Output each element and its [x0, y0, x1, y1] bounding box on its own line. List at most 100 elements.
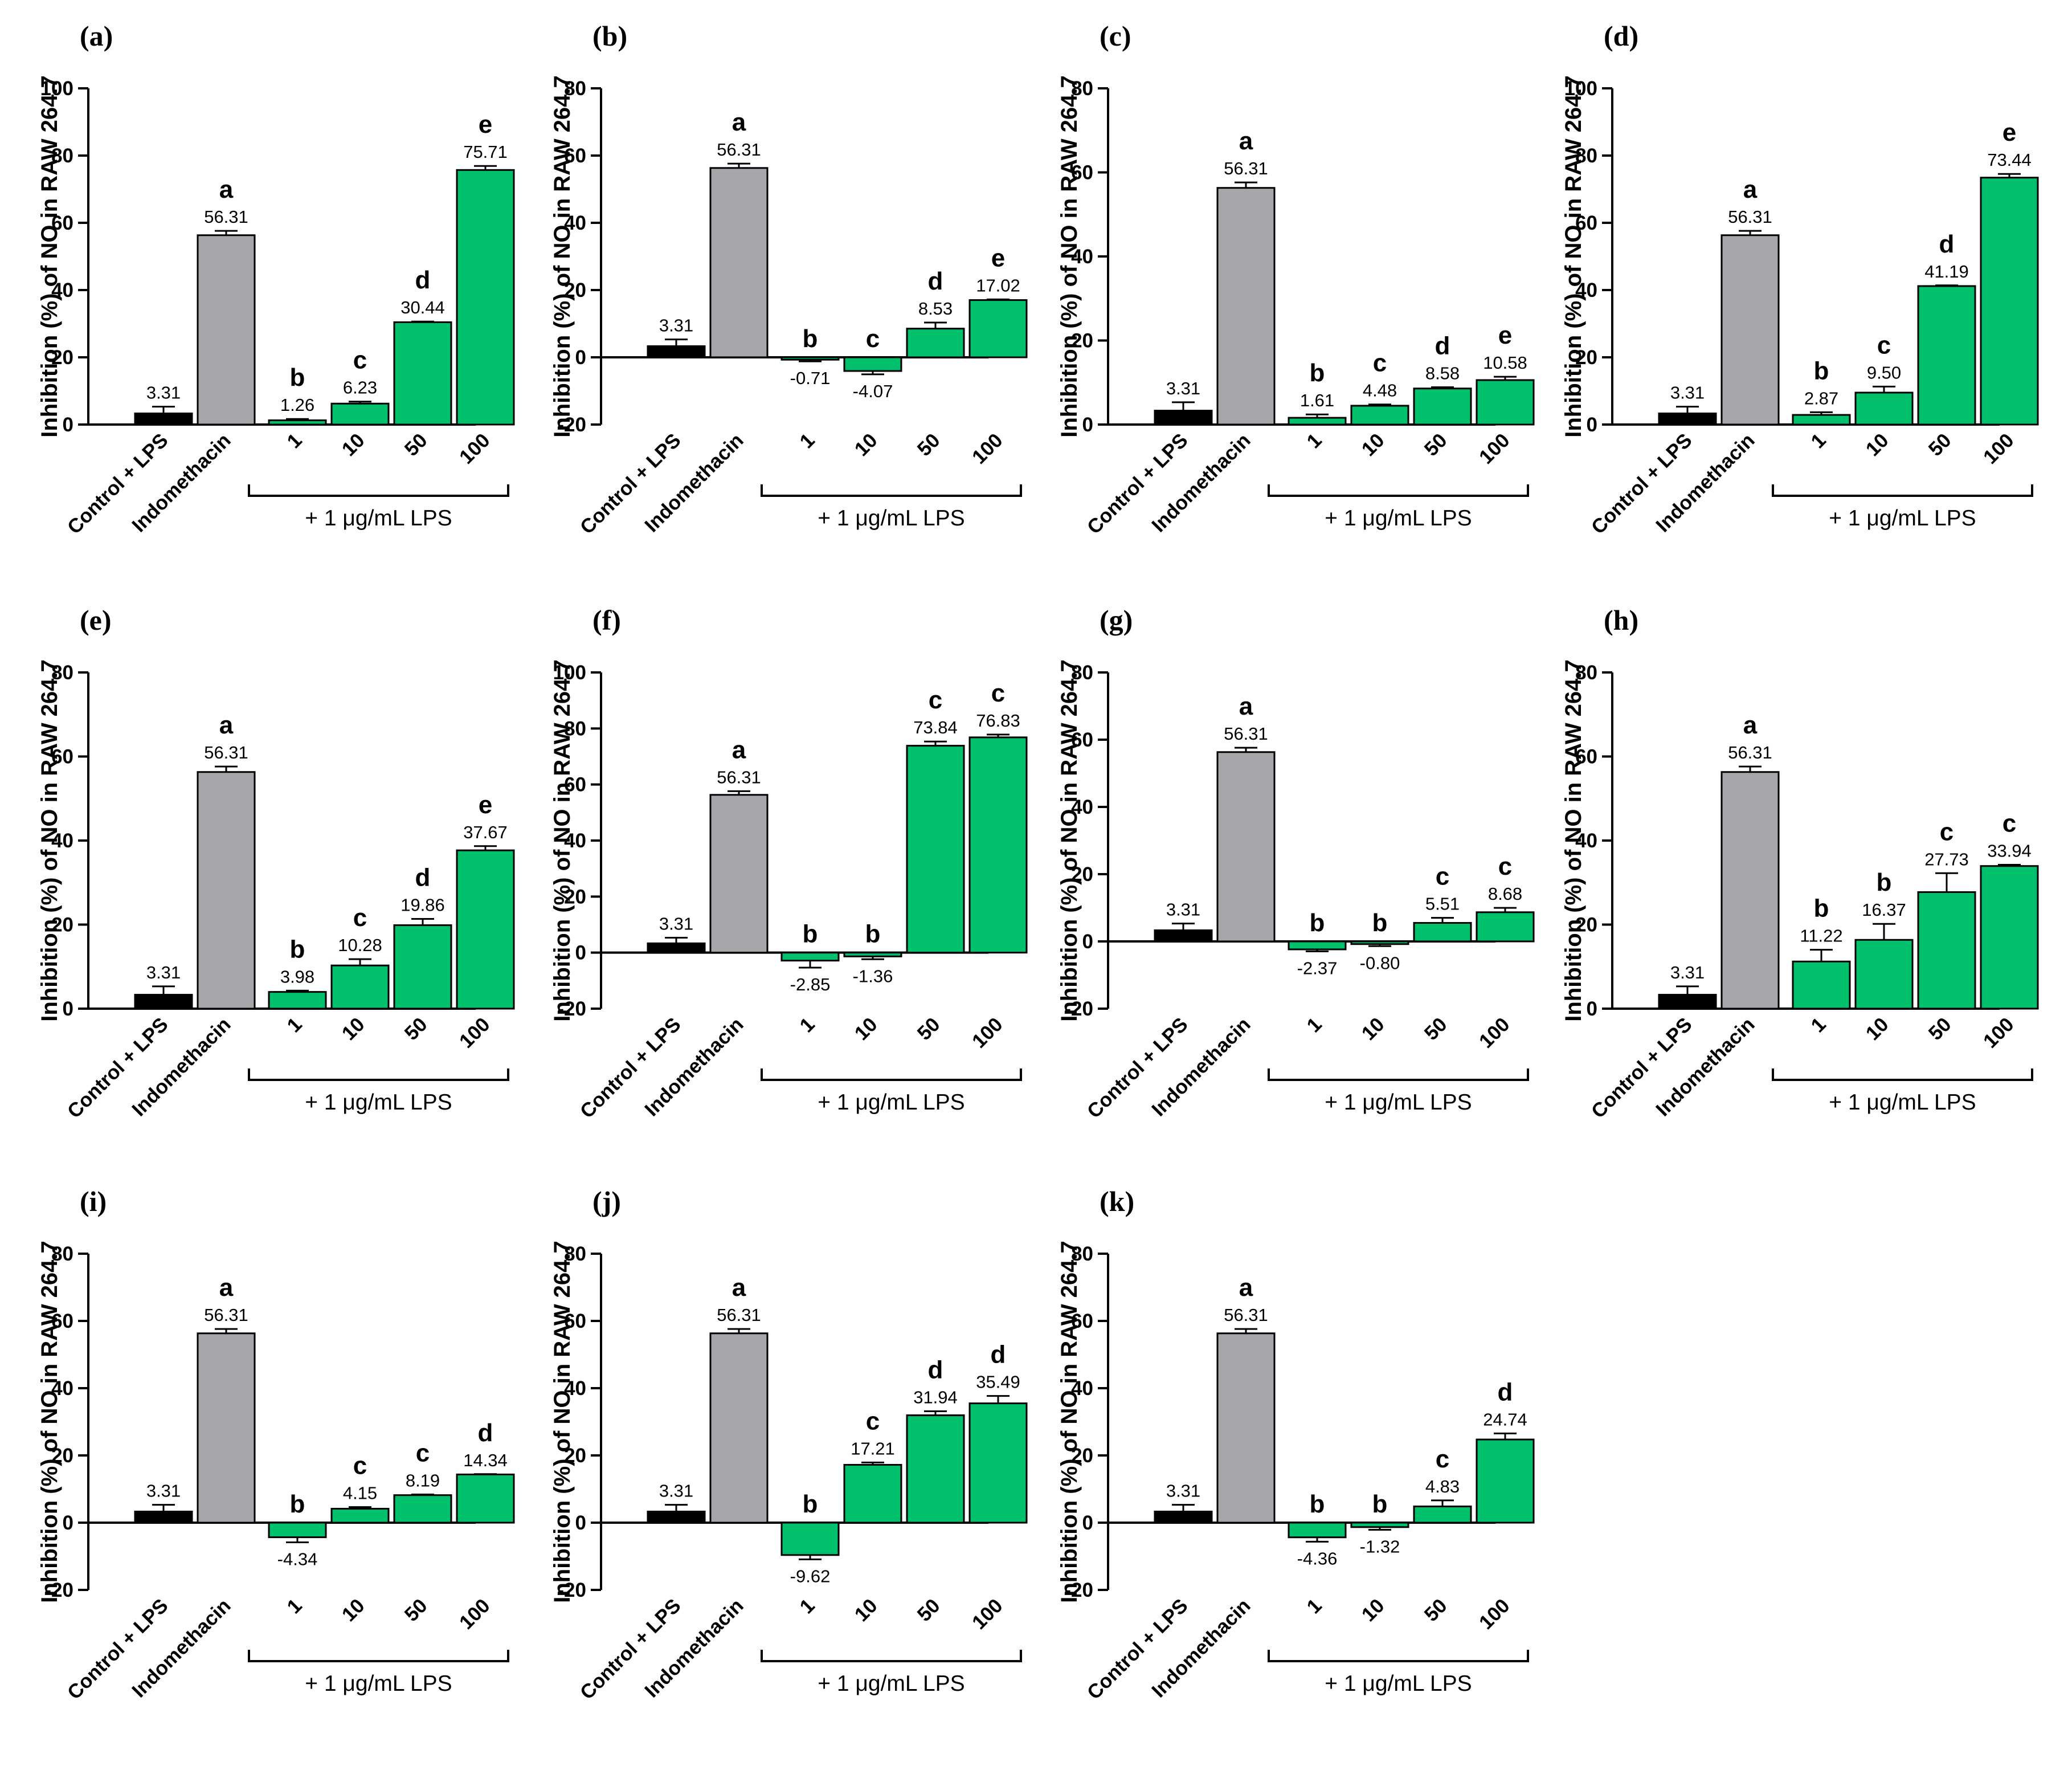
data-label: 76.83: [976, 711, 1020, 731]
bar: [393, 924, 452, 1010]
significance-letter: a: [732, 1274, 746, 1302]
x-tick-label: 100: [1475, 1594, 1514, 1634]
data-label: 41.19: [1924, 262, 1969, 282]
bracket-label: + 1 μg/mL LPS: [818, 506, 965, 531]
bar: [1154, 929, 1213, 943]
bar: [134, 994, 193, 1010]
bar: [647, 942, 706, 954]
x-tick-label: 100: [1475, 429, 1514, 468]
bar: [1658, 994, 1717, 1010]
y-tick-label: 0: [575, 346, 586, 369]
significance-letter: d: [415, 266, 431, 294]
y-tick-label: 20: [564, 279, 586, 301]
data-label: -2.37: [1297, 959, 1338, 978]
x-tick-label: 10: [851, 1013, 882, 1045]
y-tick-label: 60: [564, 1310, 586, 1332]
bar: [1980, 865, 2039, 1010]
panel-label: (f): [592, 604, 621, 636]
significance-letter: a: [1239, 127, 1253, 155]
lps-bracket: [761, 1068, 1022, 1081]
y-axis-label: Inhibition (%) of NO in RAW 264.7: [550, 1241, 575, 1603]
panel-label: (k): [1100, 1185, 1134, 1217]
data-label: 3.31: [1670, 962, 1705, 982]
significance-letter: a: [732, 736, 746, 764]
y-tick-label: 80: [564, 78, 586, 100]
bracket-label: + 1 μg/mL LPS: [305, 1090, 452, 1115]
x-tick-label: 10: [1358, 1013, 1389, 1045]
lps-bracket: [248, 1650, 509, 1662]
significance-letter: b: [1310, 909, 1325, 937]
data-label: 8.58: [1425, 364, 1460, 384]
significance-letter: e: [991, 244, 1005, 272]
data-label: 73.84: [913, 717, 958, 737]
data-label: 8.68: [1488, 884, 1522, 904]
y-tick-label: 0: [575, 942, 586, 964]
significance-letter: b: [803, 325, 818, 353]
x-tick-label: 100: [455, 429, 494, 468]
bar: [393, 1494, 452, 1524]
data-label: 14.34: [463, 1450, 508, 1470]
significance-letter: e: [479, 791, 492, 819]
y-tick-label: 60: [1575, 212, 1597, 234]
data-label: 8.19: [406, 1470, 440, 1490]
bar: [1350, 1522, 1409, 1528]
y-tick-label: 60: [1575, 746, 1597, 768]
bar: [1917, 285, 1976, 426]
significance-letter: a: [1743, 711, 1758, 739]
data-label: 56.31: [1728, 743, 1772, 762]
significance-letter: b: [803, 1490, 818, 1518]
y-tick-label: 100: [553, 662, 586, 684]
chart-panel: (f) Inhibition (%) of NO in RAW 264.7-20 0…: [550, 604, 1028, 1123]
data-label: 37.67: [463, 822, 508, 842]
chart-panel: (k) Inhibition (%) of NO in RAW 264.7-20 0…: [1057, 1185, 1535, 1704]
y-tick-label: 0: [1082, 931, 1093, 953]
data-label: 3.31: [146, 383, 181, 403]
bar: [968, 299, 1028, 358]
data-label: 56.31: [717, 140, 761, 160]
significance-letter: c: [866, 1407, 880, 1435]
bar: [1413, 1506, 1472, 1524]
y-tick-label: 40: [1575, 279, 1597, 301]
bar: [268, 1522, 327, 1539]
y-tick-label: 80: [1071, 78, 1093, 100]
data-label: 73.44: [1987, 150, 2032, 170]
y-tick-label: 40: [564, 212, 586, 234]
bar: [1917, 891, 1976, 1010]
lps-bracket: [248, 1068, 509, 1081]
y-axis-label: Inhibition (%) of NO in RAW 264.7: [1057, 75, 1082, 438]
y-axis-label: Inhibition (%) of NO in RAW 264.7: [1057, 659, 1082, 1022]
significance-letter: a: [1239, 1274, 1253, 1302]
data-label: 27.73: [1924, 849, 1969, 869]
significance-letter: a: [1239, 692, 1253, 720]
x-tick-label: 1: [1302, 1594, 1326, 1618]
x-tick-label: 10: [1358, 429, 1389, 460]
data-label: 56.31: [717, 1305, 761, 1325]
chart-panel: (e) Inhibition (%) of NO in RAW 264.7 0 20 4…: [37, 604, 515, 1123]
y-tick-label: 20: [51, 346, 73, 369]
x-tick-label: 100: [1475, 1013, 1514, 1053]
y-axis-label: Inhibition (%) of NO in RAW 264.7: [550, 659, 575, 1022]
significance-letter: c: [1940, 818, 1954, 846]
bar: [1154, 1510, 1213, 1524]
significance-letter: b: [290, 364, 305, 391]
y-tick-label: -20: [1064, 1579, 1093, 1601]
data-label: 16.37: [1862, 900, 1906, 920]
bar: [1288, 417, 1347, 426]
significance-letter: e: [1498, 321, 1512, 349]
bar: [1720, 771, 1780, 1010]
bracket-label: + 1 μg/mL LPS: [1325, 1090, 1472, 1115]
bar: [330, 1508, 390, 1524]
data-label: 30.44: [400, 297, 445, 317]
y-tick-label: 0: [63, 1512, 73, 1534]
panel-label: (h): [1604, 604, 1638, 636]
significance-letter: c: [991, 679, 1005, 707]
data-label: 31.94: [913, 1387, 958, 1407]
bar: [843, 1463, 902, 1524]
y-tick-label: 40: [51, 830, 73, 852]
bar: [1216, 187, 1276, 426]
data-label: 17.02: [976, 275, 1020, 295]
y-tick-label: -20: [1064, 998, 1093, 1020]
y-tick-label: 20: [51, 1445, 73, 1467]
significance-letter: b: [290, 1490, 305, 1518]
y-tick-label: 20: [564, 1445, 586, 1467]
